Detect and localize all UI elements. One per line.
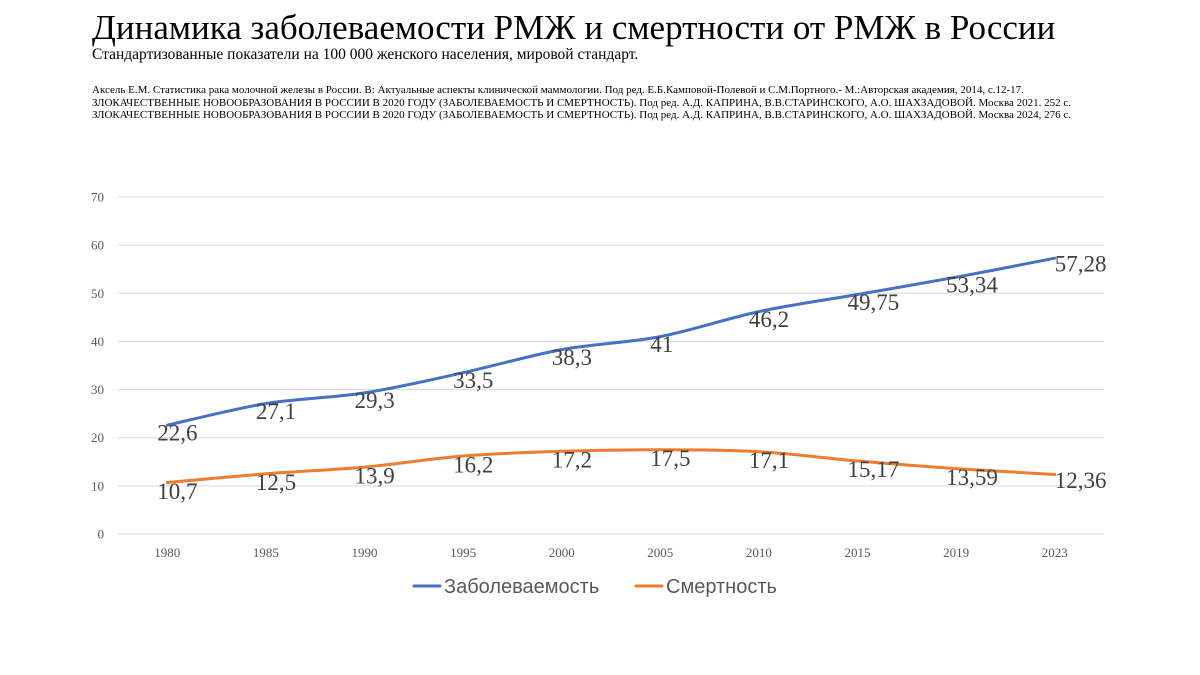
data-label: 13,59 xyxy=(946,465,998,490)
series-lines xyxy=(165,256,1057,484)
series-line-incidence xyxy=(165,256,1057,427)
data-label: 12,5 xyxy=(256,470,296,495)
data-label: 13,9 xyxy=(355,463,395,488)
x-tick-label: 2005 xyxy=(647,545,673,560)
data-label: 10,7 xyxy=(157,479,197,504)
page-title: Динамика заболеваемости РМЖ и смертности… xyxy=(92,8,1056,47)
y-tick-label: 70 xyxy=(91,190,104,205)
x-tick-label: 2019 xyxy=(943,545,969,560)
y-tick-label: 10 xyxy=(91,478,104,493)
data-label: 38,3 xyxy=(552,345,592,370)
page-subtitle: Стандартизованные показатели на 100 000 … xyxy=(92,46,639,63)
x-tick-label: 1985 xyxy=(253,545,279,560)
data-label: 29,3 xyxy=(355,388,395,413)
y-axis: 0 10 20 30 40 50 60 70 xyxy=(91,190,104,542)
x-tick-label: 2010 xyxy=(746,545,772,560)
source-notes: Аксель Е.М. Статистика рака молочной жел… xyxy=(92,84,1122,122)
legend: Заболеваемость Смертность xyxy=(412,576,777,598)
data-label: 22,6 xyxy=(157,420,197,445)
x-tick-label: 2015 xyxy=(845,545,871,560)
data-label: 17,2 xyxy=(552,447,592,472)
source-note: ЗЛОКАЧЕСТВЕННЫЕ НОВООБРАЗОВАНИЯ В РОССИИ… xyxy=(92,96,1072,109)
x-tick-label: 1990 xyxy=(352,545,378,560)
data-label: 41 xyxy=(650,332,673,357)
data-label: 46,2 xyxy=(749,307,789,332)
data-label: 15,17 xyxy=(848,457,900,482)
y-tick-label: 60 xyxy=(91,238,104,253)
y-tick-label: 20 xyxy=(91,430,104,445)
data-label: 33,5 xyxy=(453,368,493,393)
data-labels: 22,6 27,1 29,3 33,5 38,3 41 46,2 49,75 53,34 57,2… xyxy=(157,252,1106,504)
y-tick-label: 40 xyxy=(91,334,104,349)
gridlines xyxy=(118,196,1104,535)
series-line-mortality xyxy=(165,448,1057,484)
x-tick-label: 1980 xyxy=(154,545,180,560)
y-tick-label: 30 xyxy=(91,382,104,397)
data-label: 27,1 xyxy=(256,399,296,424)
data-label: 57,28 xyxy=(1055,252,1107,277)
data-label: 17,1 xyxy=(749,448,789,473)
x-tick-label: 2023 xyxy=(1042,545,1068,560)
x-axis: 1980 1985 1990 1995 2000 2005 2010 2015 2019 2023 xyxy=(154,545,1067,560)
legend-label: Заболеваемость xyxy=(444,576,599,598)
y-tick-label: 50 xyxy=(91,286,104,301)
source-note: ЗЛОКАЧЕСТВЕННЫЕ НОВООБРАЗОВАНИЯ В РОССИИ… xyxy=(92,109,1072,122)
data-label: 17,5 xyxy=(650,446,690,471)
data-label: 16,2 xyxy=(453,452,493,477)
x-tick-label: 2000 xyxy=(549,545,575,560)
y-tick-label: 0 xyxy=(98,527,105,542)
source-note: Аксель Е.М. Статистика рака молочной жел… xyxy=(92,84,1024,96)
data-label: 12,36 xyxy=(1055,468,1107,493)
data-label: 53,34 xyxy=(946,272,998,297)
x-tick-label: 1995 xyxy=(450,545,476,560)
legend-label: Смертность xyxy=(666,576,777,598)
data-label: 49,75 xyxy=(848,290,900,315)
